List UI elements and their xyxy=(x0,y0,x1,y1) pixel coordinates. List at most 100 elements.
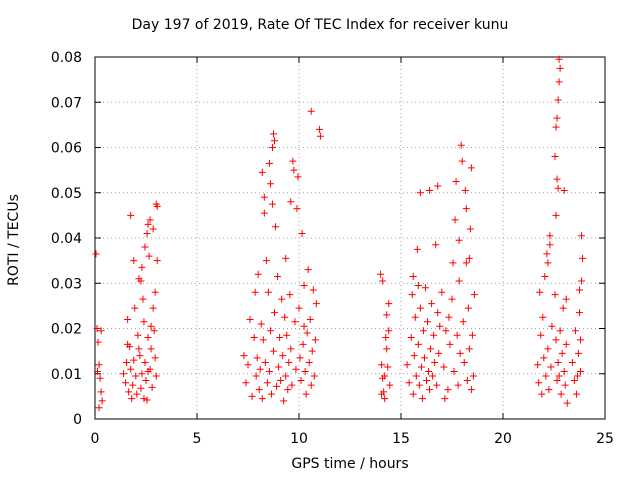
data-point xyxy=(274,272,282,280)
data-point xyxy=(579,254,587,262)
data-point xyxy=(449,259,457,267)
data-point xyxy=(255,386,263,394)
data-point xyxy=(434,182,442,190)
data-point xyxy=(263,379,271,387)
data-point xyxy=(258,168,266,176)
data-point xyxy=(456,349,464,357)
data-point xyxy=(534,361,542,369)
data-point xyxy=(452,177,460,185)
data-point xyxy=(552,123,560,131)
data-point xyxy=(464,304,472,312)
data-point xyxy=(146,216,154,224)
data-point xyxy=(383,345,391,353)
data-point xyxy=(287,198,295,206)
y-tick-label: 0.07 xyxy=(51,95,82,111)
data-point xyxy=(554,358,562,366)
data-point xyxy=(94,338,102,346)
data-point xyxy=(265,159,273,167)
data-point xyxy=(267,390,275,398)
data-point xyxy=(543,250,551,258)
data-point xyxy=(259,336,267,344)
data-point xyxy=(97,388,105,396)
data-point xyxy=(268,200,276,208)
x-tick-label: 15 xyxy=(392,431,410,447)
data-point xyxy=(149,225,157,233)
data-point xyxy=(309,286,317,294)
axis-ticks: 0 5 10 15 20 25 0 0.01 0.02 0.03 0.04 0.05 0.06 0.07 0… xyxy=(51,50,614,447)
data-point xyxy=(552,211,560,219)
data-point xyxy=(289,157,297,165)
data-point xyxy=(308,347,316,355)
data-point xyxy=(560,186,568,194)
data-point xyxy=(555,78,563,86)
data-point xyxy=(570,377,578,385)
data-point xyxy=(428,300,436,308)
data-point xyxy=(143,229,151,237)
data-point xyxy=(264,288,272,296)
data-point xyxy=(420,354,428,362)
data-point xyxy=(296,354,304,362)
data-point xyxy=(462,259,470,267)
data-point xyxy=(129,381,137,389)
data-point xyxy=(144,367,152,375)
data-point xyxy=(149,304,157,312)
data-point xyxy=(131,304,139,312)
data-point xyxy=(546,232,554,240)
data-point xyxy=(304,266,312,274)
data-point xyxy=(429,372,437,380)
data-point xyxy=(277,377,285,385)
data-point xyxy=(451,216,459,224)
data-point xyxy=(415,381,423,389)
grid-lines xyxy=(95,57,605,419)
data-point xyxy=(260,193,268,201)
data-point xyxy=(284,386,292,394)
data-point xyxy=(540,354,548,362)
data-point xyxy=(142,377,150,385)
data-point xyxy=(124,315,132,323)
data-point xyxy=(291,318,299,326)
data-point xyxy=(560,367,568,375)
data-point xyxy=(561,381,569,389)
data-point xyxy=(148,383,156,391)
data-points xyxy=(92,55,587,412)
data-point xyxy=(551,153,559,161)
data-point xyxy=(141,243,149,251)
data-point xyxy=(138,263,146,271)
data-point xyxy=(536,288,544,296)
y-tick-label: 0.06 xyxy=(51,141,82,157)
data-point xyxy=(275,363,283,371)
data-point xyxy=(315,125,323,133)
data-point xyxy=(310,372,318,380)
data-point xyxy=(153,257,161,265)
data-point xyxy=(98,397,106,405)
data-point xyxy=(446,340,454,348)
data-point xyxy=(410,352,418,360)
data-point xyxy=(425,367,433,375)
data-point xyxy=(152,372,160,380)
data-point xyxy=(143,396,151,404)
data-point xyxy=(544,259,552,267)
data-point xyxy=(383,311,391,319)
data-point xyxy=(282,254,290,262)
data-point xyxy=(459,318,467,326)
data-point xyxy=(270,130,277,138)
data-point xyxy=(554,184,562,192)
data-point xyxy=(128,395,136,403)
data-point xyxy=(423,377,430,385)
data-point xyxy=(454,381,462,389)
data-point xyxy=(147,322,155,330)
data-point xyxy=(282,372,290,380)
data-point xyxy=(306,315,314,323)
data-point xyxy=(558,349,566,357)
data-point xyxy=(577,367,585,375)
data-point xyxy=(417,363,425,371)
y-tick-label: 0.02 xyxy=(51,322,82,338)
data-point xyxy=(440,363,448,371)
data-point xyxy=(541,272,549,280)
data-point xyxy=(95,404,103,412)
data-point xyxy=(465,254,473,262)
data-point xyxy=(258,395,266,403)
data-point xyxy=(547,363,555,371)
data-point xyxy=(453,331,461,339)
